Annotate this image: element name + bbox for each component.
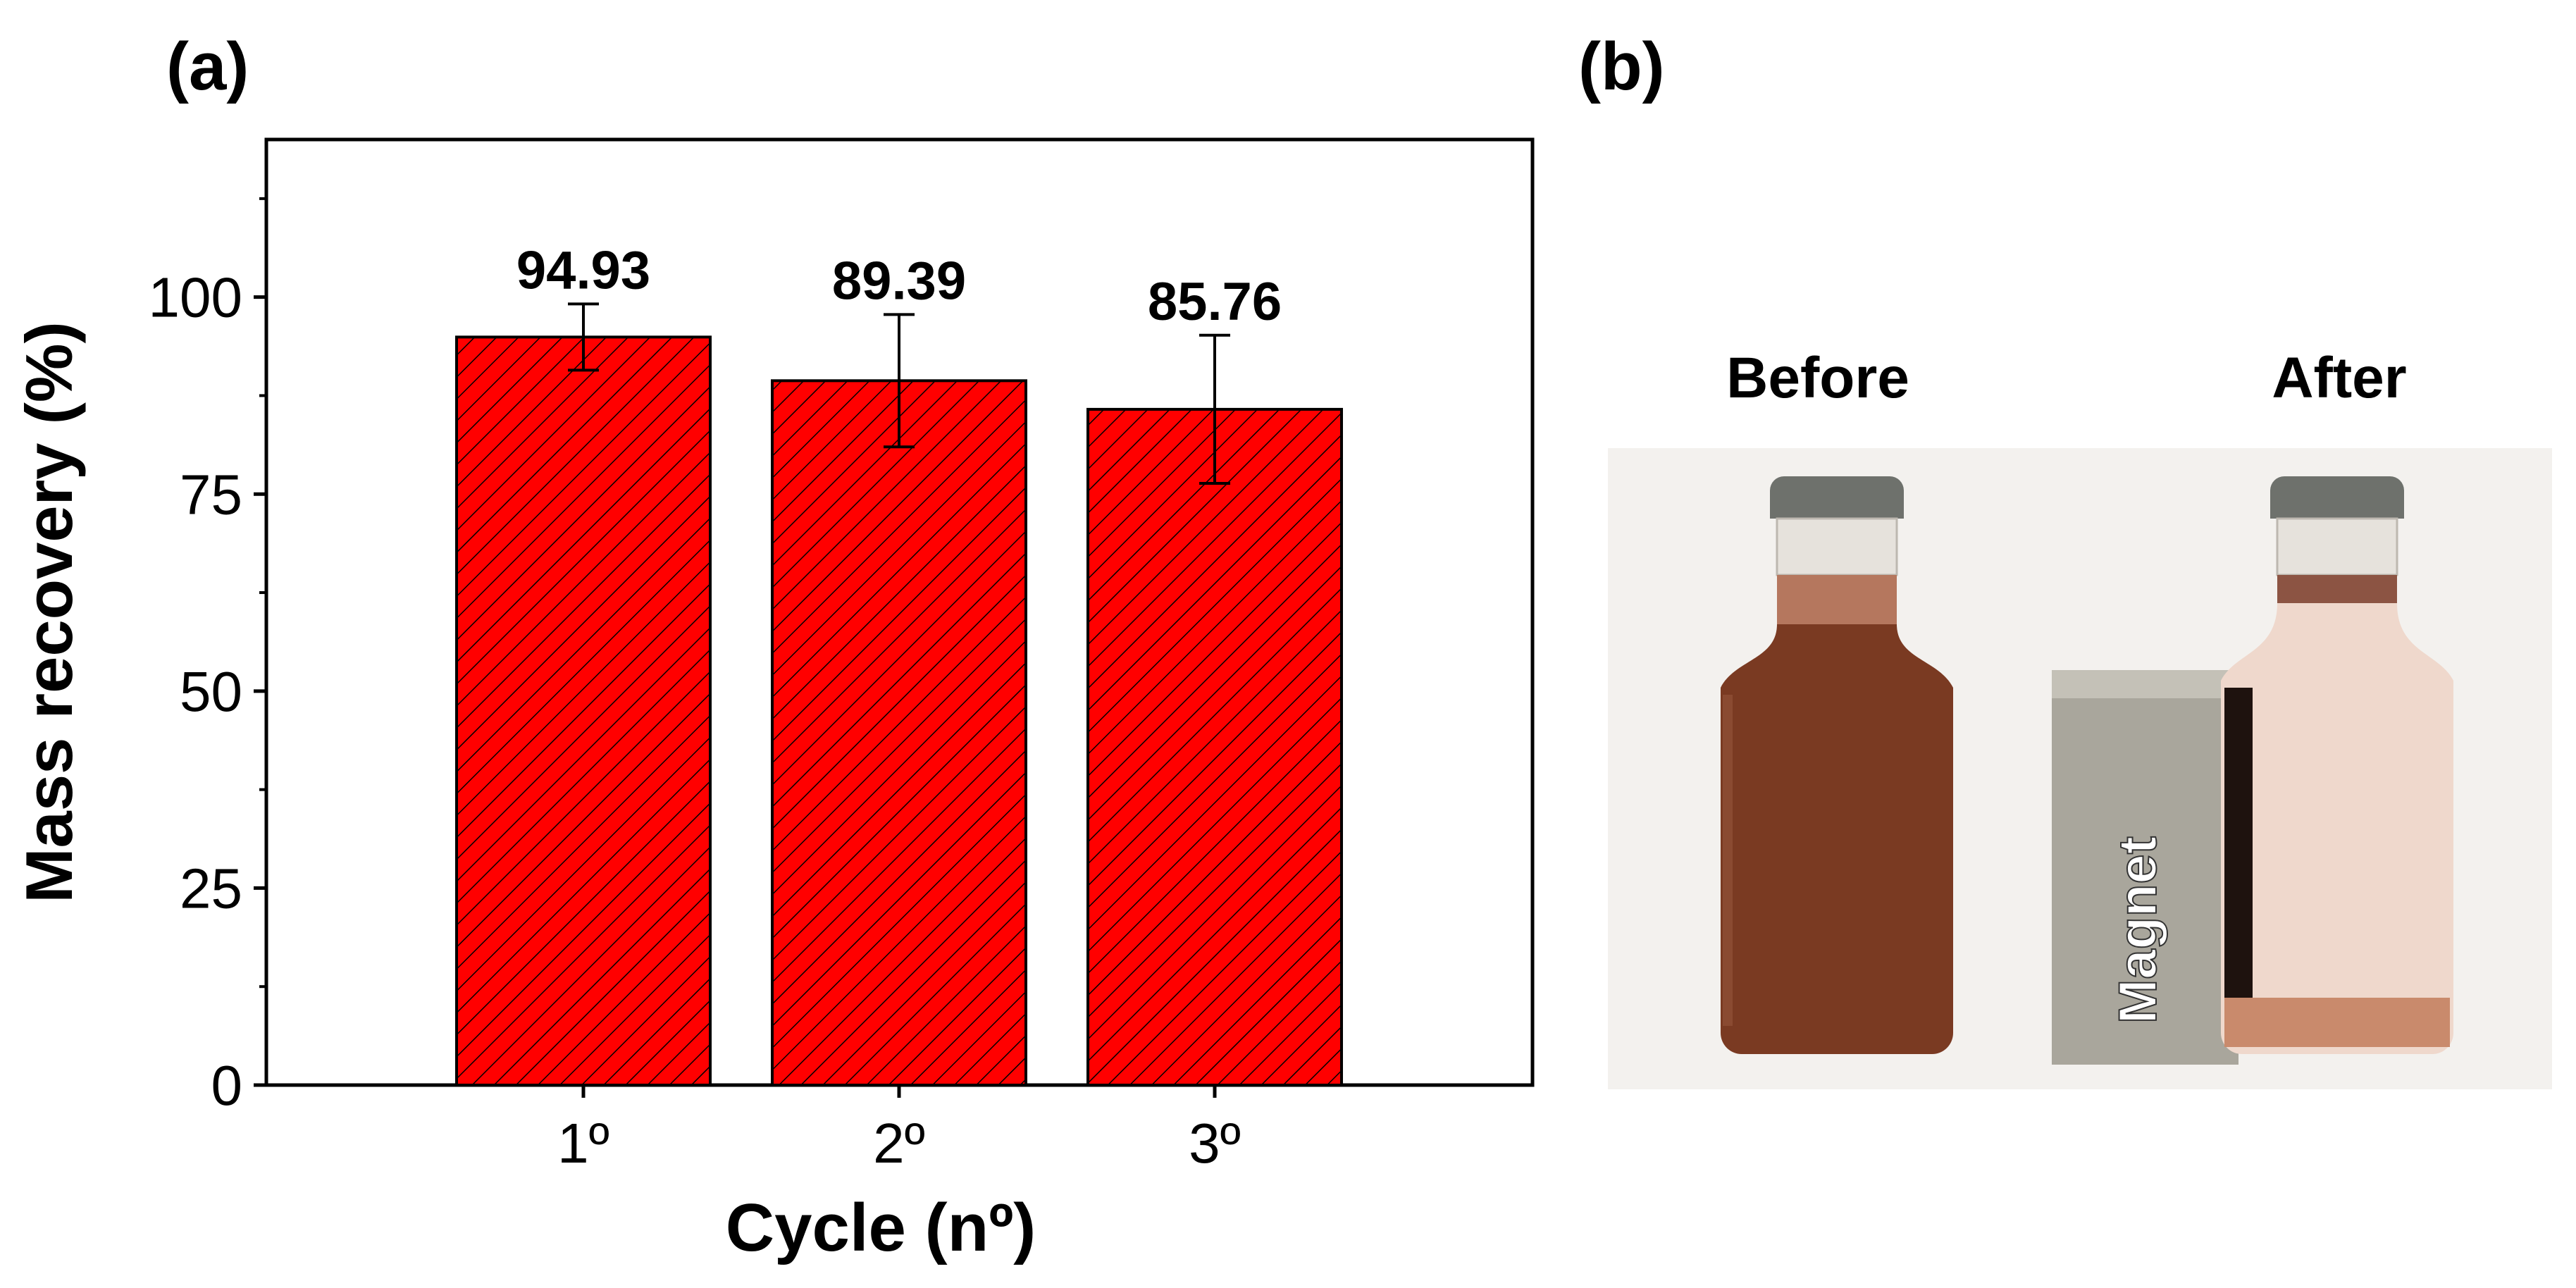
after-title: After [2272, 346, 2407, 410]
before-title: Before [1726, 346, 1909, 410]
liquid-after [2221, 603, 2453, 1054]
y-tick-label: 50 [180, 660, 242, 723]
vial-cap-after [2270, 476, 2404, 519]
magnet-block [2052, 670, 2238, 1065]
bar-chart: 0 25 50 75 100 94.93 89.39 85.76 1º 2º 3º Mass r… [12, 137, 1535, 1265]
vial-cap-before [1770, 476, 1904, 519]
value-label-1: 94.93 [516, 240, 650, 300]
photo-after-vial [2052, 448, 2552, 1089]
bar-2 [771, 379, 1027, 1086]
value-label-3: 85.76 [1148, 272, 1282, 332]
y-tick-label: 75 [180, 463, 242, 526]
svg-text:Magnet: Magnet [2108, 836, 2168, 1024]
sediment [2224, 998, 2450, 1047]
x-tick-label-2: 2º [873, 1112, 925, 1175]
y-axis-label: Mass recovery (%) [12, 321, 86, 903]
liquid-before [1721, 624, 1953, 1054]
x-tick-label-1: 1º [557, 1112, 609, 1175]
bar-1 [455, 335, 712, 1086]
photo-before-vial [1608, 448, 2052, 1089]
y-tick-label: 0 [211, 1054, 243, 1117]
x-tick-label-3: 3º [1189, 1112, 1241, 1175]
panel-label-b: (b) [1578, 29, 1665, 104]
y-tick-label: 100 [149, 266, 242, 329]
value-label-2: 89.39 [832, 251, 966, 311]
bar-3 [1086, 407, 1343, 1086]
magnet-label: Magnet [2107, 836, 2169, 1024]
particles-at-wall [2224, 688, 2253, 1040]
y-tick-label: 25 [180, 857, 242, 919]
panel-label-a: (a) [166, 29, 249, 104]
x-axis-label: Cycle (nº) [726, 1190, 1036, 1265]
